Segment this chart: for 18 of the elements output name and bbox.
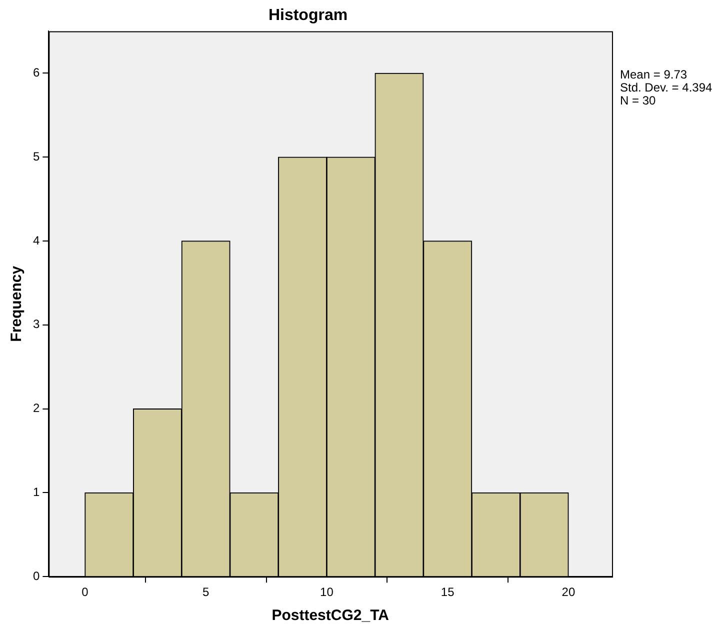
- text: N = 30: [620, 94, 656, 108]
- text: Mean = 9.73: [620, 68, 688, 82]
- x-tick-label: 0: [82, 585, 89, 600]
- x-tick-label: 10: [320, 585, 334, 600]
- x-tick-label: 15: [440, 585, 455, 600]
- y-tick-label: 0: [32, 568, 40, 583]
- y-tick-label: 2: [32, 401, 40, 416]
- y-axis-title: Frequency: [8, 265, 26, 342]
- y-tick-label: 1: [32, 485, 40, 500]
- text: Std. Dev. = 4.394: [620, 80, 712, 95]
- x-axis-title: PosttestCG2_TA: [272, 607, 390, 624]
- y-tick-label: 3: [32, 317, 40, 332]
- chart-title: Histogram: [268, 7, 348, 24]
- x-tick-label: 5: [202, 585, 210, 600]
- x-tick-label: 20: [562, 585, 576, 600]
- y-tick-label: 5: [32, 149, 40, 164]
- y-tick-label: 6: [32, 65, 40, 80]
- y-tick-label: 4: [32, 233, 40, 248]
